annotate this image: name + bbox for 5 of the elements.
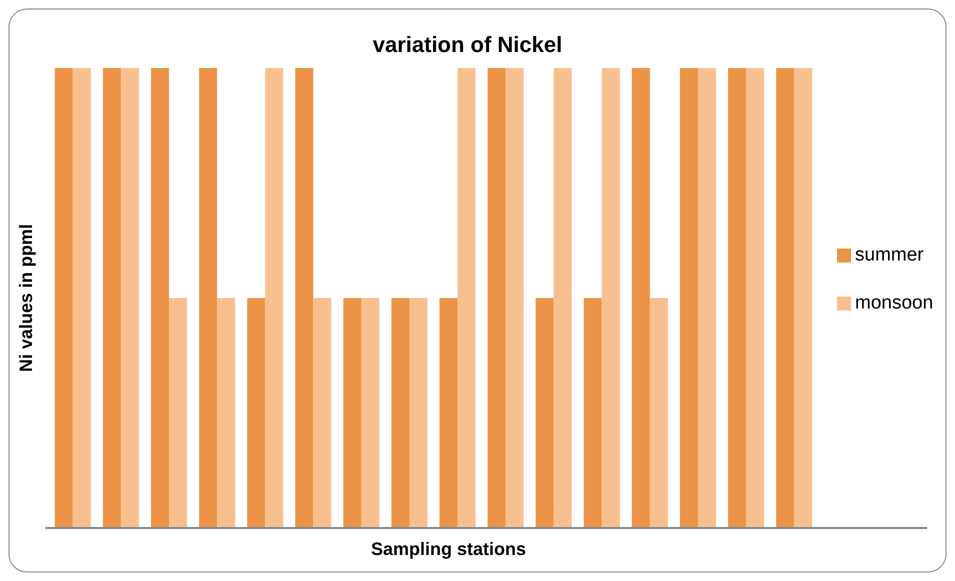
chart-title: variation of Nickel xyxy=(372,32,562,57)
legend-label: summer xyxy=(855,244,924,266)
y-axis-title: Ni values in ppml xyxy=(16,224,36,372)
legend-label: monsoon xyxy=(855,292,934,314)
x-axis-title: Sampling stations xyxy=(370,539,526,559)
